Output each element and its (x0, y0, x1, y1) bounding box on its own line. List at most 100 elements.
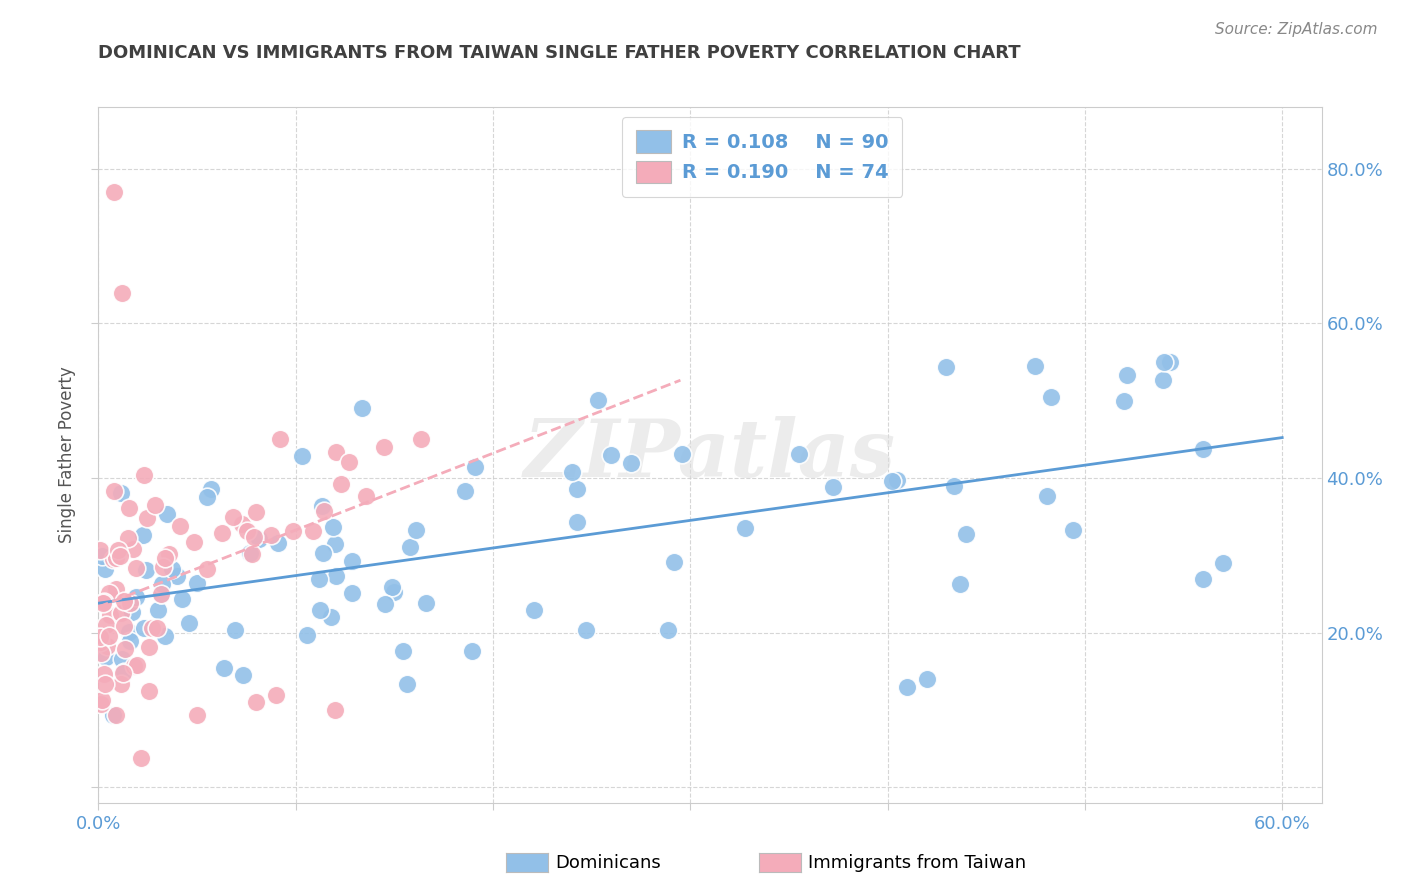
Point (325, 444, 347, 458)
Point (90, 697, 112, 711)
Point (312, 546, 335, 560)
Point (91, 692, 114, 706)
Point (197, 490, 219, 504)
Point (146, 602, 169, 616)
Point (955, 527, 977, 541)
Point (1035, 489, 1057, 503)
Point (98, 607, 121, 622)
Point (231, 516, 253, 531)
Point (260, 528, 283, 542)
Text: Dominicans: Dominicans (555, 854, 661, 871)
Point (90, 646, 112, 660)
Point (94, 677, 117, 691)
Point (94, 562, 117, 576)
Point (561, 465, 583, 479)
Point (565, 516, 588, 530)
Point (169, 519, 191, 533)
Point (330, 477, 353, 491)
Point (342, 554, 364, 568)
Point (121, 605, 143, 619)
Point (125, 561, 148, 575)
Point (93, 666, 115, 681)
Point (325, 569, 347, 583)
Point (89, 634, 111, 648)
Point (1114, 393, 1136, 408)
Point (114, 642, 136, 657)
Point (120, 633, 142, 648)
Point (91, 596, 114, 610)
Point (267, 535, 290, 549)
Point (138, 640, 160, 654)
Point (135, 563, 157, 577)
Point (1159, 355, 1181, 369)
Point (567, 482, 589, 496)
Point (143, 498, 166, 512)
Point (942, 478, 965, 492)
Point (186, 576, 208, 591)
Point (232, 667, 254, 681)
Point (177, 616, 200, 631)
Point (152, 559, 174, 574)
Point (105, 582, 128, 597)
Point (245, 505, 267, 519)
Point (337, 455, 360, 469)
Point (129, 750, 152, 764)
Point (374, 597, 396, 611)
Point (352, 401, 374, 416)
Text: Immigrants from Taiwan: Immigrants from Taiwan (808, 854, 1026, 871)
Point (89, 542, 111, 557)
Point (141, 621, 163, 635)
Point (157, 547, 180, 561)
Point (392, 643, 415, 657)
Point (302, 524, 325, 539)
Point (111, 666, 134, 681)
Point (236, 524, 259, 538)
Point (96, 639, 118, 653)
Point (354, 489, 377, 503)
Point (308, 572, 330, 586)
Point (111, 285, 134, 300)
Point (281, 524, 304, 539)
Point (160, 562, 183, 576)
Point (1062, 524, 1084, 538)
Point (409, 433, 432, 447)
Point (657, 624, 679, 638)
Point (110, 486, 132, 500)
Point (222, 509, 245, 524)
Point (239, 546, 262, 560)
Point (214, 660, 236, 674)
Point (91, 549, 114, 563)
Point (132, 468, 155, 483)
Point (395, 677, 418, 691)
Point (110, 606, 132, 620)
Point (399, 540, 422, 554)
Point (1040, 391, 1063, 405)
Point (107, 542, 129, 557)
Point (200, 482, 222, 496)
Point (1191, 442, 1213, 457)
Point (823, 480, 845, 494)
Point (112, 619, 135, 633)
Point (454, 483, 477, 498)
Point (224, 623, 246, 637)
Point (415, 596, 437, 610)
Point (671, 447, 693, 461)
Text: ZIPatlas: ZIPatlas (524, 417, 896, 493)
Point (240, 547, 263, 561)
Point (103, 483, 125, 498)
Point (1116, 368, 1139, 383)
Point (149, 587, 172, 601)
Point (146, 621, 169, 635)
Point (103, 185, 125, 199)
Point (787, 447, 810, 461)
Point (575, 623, 598, 637)
Point (110, 677, 132, 691)
Point (373, 440, 395, 454)
Point (522, 603, 544, 617)
Point (172, 592, 194, 607)
Point (118, 625, 141, 640)
Point (896, 680, 918, 694)
Point (1212, 556, 1234, 570)
Point (98, 586, 121, 600)
Point (101, 552, 124, 566)
